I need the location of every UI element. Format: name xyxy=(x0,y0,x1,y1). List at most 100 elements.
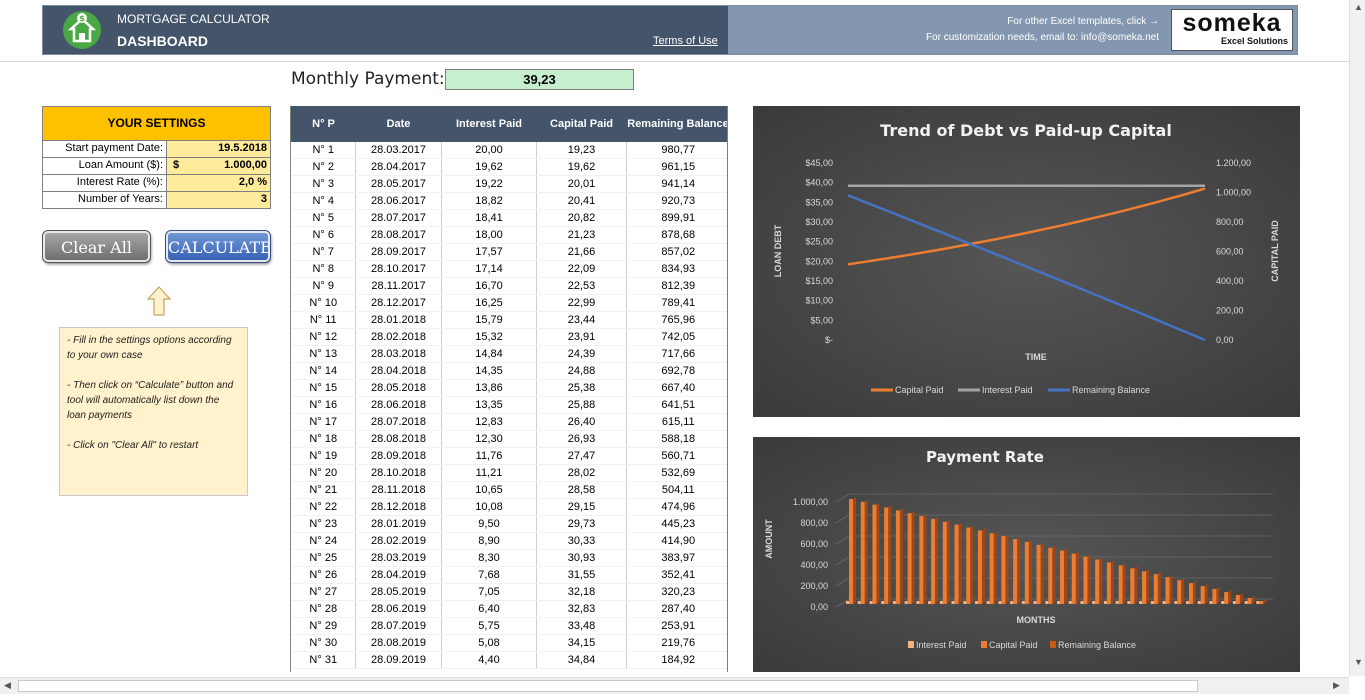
cell-date: 28.01.2018 xyxy=(355,311,442,329)
table-row: N° 12 28.02.2018 15,32 23,91 742,05 xyxy=(291,328,727,346)
loan-amount-value: 1.000,00 xyxy=(224,159,267,171)
bar-small xyxy=(1068,601,1072,604)
cell-interest: 10,65 xyxy=(441,481,537,499)
bar xyxy=(1165,577,1170,604)
cell-date: 28.09.2017 xyxy=(355,243,442,261)
bar xyxy=(849,499,853,604)
cell-interest: 13,35 xyxy=(441,396,537,414)
bar-small xyxy=(1256,601,1260,604)
bar-side xyxy=(1110,560,1114,604)
cell-balance: 857,02 xyxy=(626,243,727,261)
bar xyxy=(1095,559,1100,604)
cell-capital: 23,44 xyxy=(536,311,627,329)
bar-small xyxy=(846,601,849,604)
scroll-left-icon[interactable]: ◀ xyxy=(4,680,11,690)
y2-tick-label: 200,00 xyxy=(1216,306,1244,316)
cell-capital: 20,01 xyxy=(536,175,627,193)
cell-balance: 667,40 xyxy=(626,379,727,397)
home-dollar-icon[interactable]: $ xyxy=(63,11,101,49)
bar xyxy=(1130,568,1135,604)
bar-side xyxy=(1204,584,1208,604)
bar-side xyxy=(1005,534,1009,604)
cell-balance: 789,41 xyxy=(626,294,727,312)
cell-date: 28.08.2017 xyxy=(355,226,442,244)
gridline xyxy=(835,535,850,545)
cell-period: N° 2 xyxy=(291,158,356,176)
divider xyxy=(0,61,1349,62)
table-row: N° 21 28.11.2018 10,65 28,58 504,11 xyxy=(291,481,727,499)
cell-capital: 23,91 xyxy=(536,328,627,346)
clear-all-button[interactable]: Clear All xyxy=(42,230,151,263)
bar-side xyxy=(1122,563,1126,604)
scroll-up-icon[interactable]: ▲ xyxy=(1354,2,1363,12)
table-row: N° 9 28.11.2017 16,70 22,53 812,39 xyxy=(291,277,727,295)
bar-side xyxy=(1146,569,1150,604)
bar-side xyxy=(1040,542,1044,604)
bar-side xyxy=(1169,575,1173,604)
bar-side xyxy=(1087,554,1091,604)
bar-small xyxy=(1057,601,1060,604)
y-tick-label: $35,00 xyxy=(805,197,833,207)
calculate-button[interactable]: CALCULATE xyxy=(165,230,272,263)
cell-period: N° 29 xyxy=(291,617,356,635)
cell-period: N° 28 xyxy=(291,600,356,618)
gridline xyxy=(835,514,850,524)
cell-period: N° 14 xyxy=(291,362,356,380)
y-tick-label: 0,00 xyxy=(810,602,828,612)
monthly-payment-label: Monthly Payment: xyxy=(291,69,445,89)
start-date-input[interactable]: 19.5.2018 xyxy=(167,141,270,157)
cell-interest: 18,82 xyxy=(441,192,537,210)
payment-rate-chart[interactable]: Payment Rate 1.000,00 800,00 600,00 400,00 20… xyxy=(753,437,1300,672)
bar-side xyxy=(1263,598,1267,604)
y-tick-label: $25,00 xyxy=(805,237,833,247)
terms-of-use-link[interactable]: Terms of Use xyxy=(653,35,718,47)
bar-side xyxy=(1075,551,1079,604)
col-header-capital: Capital Paid xyxy=(536,106,627,142)
bar-small xyxy=(1103,601,1107,604)
table-row: N° 24 28.02.2019 8,90 30,33 414,90 xyxy=(291,532,727,550)
bar xyxy=(1013,539,1018,604)
years-input[interactable]: 3 xyxy=(167,192,270,208)
someka-logo[interactable]: someka Excel Solutions xyxy=(1171,9,1293,51)
bar-side xyxy=(1099,557,1103,604)
bar xyxy=(1083,556,1088,604)
cell-date: 28.02.2018 xyxy=(355,328,442,346)
scroll-down-icon[interactable]: ▼ xyxy=(1354,657,1363,667)
cell-capital: 24,88 xyxy=(536,362,627,380)
y-tick-label: 800,00 xyxy=(800,518,828,528)
templates-link[interactable]: For other Excel templates, click → xyxy=(1007,16,1159,27)
cell-date: 28.12.2018 xyxy=(355,498,442,516)
cell-capital: 26,93 xyxy=(536,430,627,448)
loan-amount-input[interactable]: $1.000,00 xyxy=(167,158,270,174)
cell-period: N° 15 xyxy=(291,379,356,397)
vertical-scrollbar[interactable]: ▲ ▼ xyxy=(1349,0,1365,676)
cell-interest: 6,40 xyxy=(441,600,537,618)
table-row: N° 25 28.03.2019 8,30 30,93 383,97 xyxy=(291,549,727,567)
cell-interest: 19,22 xyxy=(441,175,537,193)
cell-date: 28.11.2018 xyxy=(355,481,442,499)
bar-small xyxy=(1162,601,1166,604)
cell-interest: 8,30 xyxy=(441,549,537,567)
cell-interest: 7,68 xyxy=(441,566,537,584)
table-row: N° 14 28.04.2018 14,35 24,88 692,78 xyxy=(291,362,727,380)
table-row: N° 18 28.08.2018 12,30 26,93 588,18 xyxy=(291,430,727,448)
bar-small xyxy=(963,601,967,604)
cell-date: 28.09.2018 xyxy=(355,447,442,465)
cell-period: N° 5 xyxy=(291,209,356,227)
cell-date: 28.10.2017 xyxy=(355,260,442,278)
cell-capital: 26,40 xyxy=(536,413,627,431)
y-tick-label: $40,00 xyxy=(805,178,833,188)
legend-swatch xyxy=(981,641,987,648)
scroll-thumb[interactable] xyxy=(18,680,1198,692)
cell-date: 28.06.2017 xyxy=(355,192,442,210)
debt-trend-chart[interactable]: Trend of Debt vs Paid-up Capital $45,00 $4… xyxy=(753,106,1300,417)
cell-interest: 5,08 xyxy=(441,634,537,652)
interest-rate-input[interactable]: 2,0 % xyxy=(167,175,270,191)
cell-date: 28.08.2018 xyxy=(355,430,442,448)
bar-small xyxy=(1244,601,1248,604)
cell-date: 28.01.2019 xyxy=(355,515,442,533)
horizontal-scrollbar[interactable]: ◀ ▶ xyxy=(0,677,1349,694)
cell-capital: 29,15 xyxy=(536,498,627,516)
scroll-right-icon[interactable]: ▶ xyxy=(1333,680,1340,690)
cell-balance: 765,96 xyxy=(626,311,727,329)
